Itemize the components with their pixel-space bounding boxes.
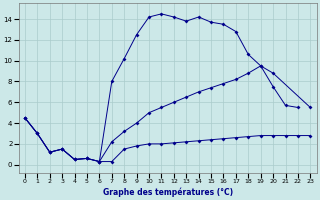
X-axis label: Graphe des températures (°C): Graphe des températures (°C) xyxy=(103,187,233,197)
